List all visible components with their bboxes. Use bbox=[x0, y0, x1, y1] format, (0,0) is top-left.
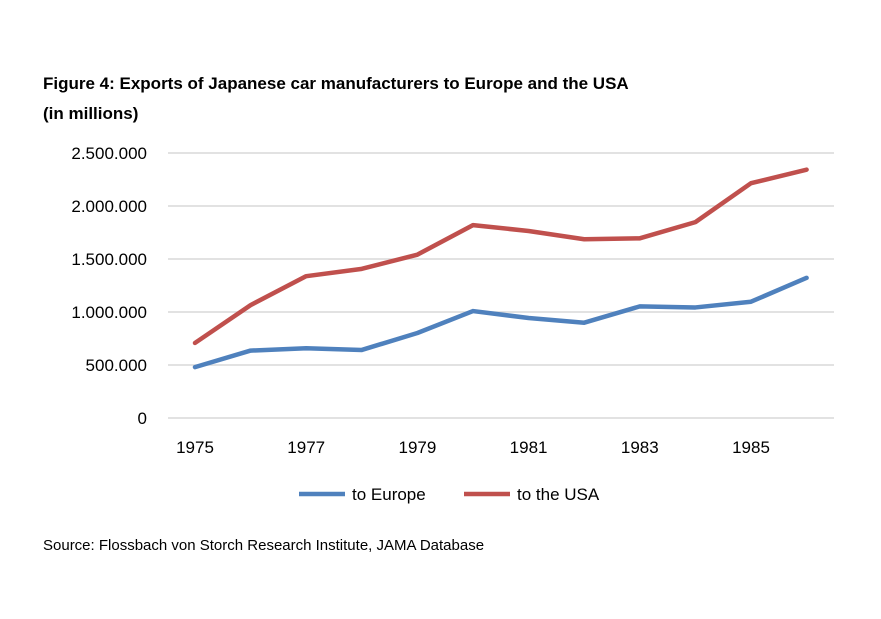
y-tick-label: 1.500.000 bbox=[71, 250, 147, 269]
chart-subtitle: (in millions) bbox=[43, 104, 139, 123]
x-tick-label: 1981 bbox=[510, 438, 548, 457]
chart-source: Source: Flossbach von Storch Research In… bbox=[43, 537, 485, 554]
y-tick-label: 1.000.000 bbox=[71, 303, 147, 322]
x-tick-label: 1983 bbox=[621, 438, 659, 457]
y-tick-label: 2.500.000 bbox=[71, 144, 147, 163]
x-tick-label: 1985 bbox=[732, 438, 770, 457]
series-line-usa bbox=[192, 167, 809, 346]
legend-label: to Europe bbox=[352, 485, 426, 504]
x-tick-label: 1979 bbox=[398, 438, 436, 457]
chart-title-line: Figure 4: Exports of Japanese car manufa… bbox=[43, 74, 629, 93]
y-tick-label: 500.000 bbox=[86, 356, 147, 375]
y-tick-label: 2.000.000 bbox=[71, 197, 147, 216]
x-tick-label: 1977 bbox=[287, 438, 325, 457]
legend-label: to the USA bbox=[517, 485, 600, 504]
chart-title: Figure 4: Exports of Japanese car manufa… bbox=[43, 69, 629, 129]
series-line-europe bbox=[192, 275, 809, 370]
y-tick-label: 0 bbox=[138, 409, 147, 428]
x-tick-label: 1975 bbox=[176, 438, 214, 457]
